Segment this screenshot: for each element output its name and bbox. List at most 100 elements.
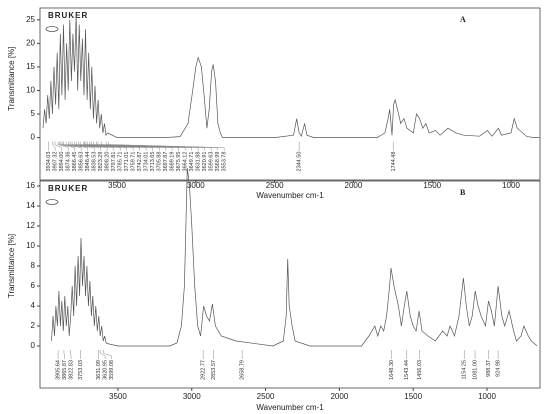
peak-label: 3553.78 xyxy=(222,152,228,172)
y-tick-label: 10 xyxy=(26,241,35,250)
x-tick-label: 2500 xyxy=(257,392,275,401)
y-tick-label: 5 xyxy=(31,109,36,118)
peak-marker xyxy=(63,350,65,359)
x-tick-label: 3000 xyxy=(183,392,201,401)
peak-label: 3759.71 xyxy=(131,152,137,172)
peak-label: 2922.77 xyxy=(201,360,207,380)
peak-label: 3705.88 xyxy=(157,152,163,172)
peak-marker xyxy=(60,141,82,151)
peak-label: 3664.12 xyxy=(183,152,189,172)
peak-label: 3713.65 xyxy=(150,152,156,172)
peak-marker xyxy=(54,141,62,151)
peak-label: 3838.53 xyxy=(92,152,98,172)
plot-frame xyxy=(39,7,541,181)
peak-label: 3848.44 xyxy=(85,152,91,172)
peak-label: 3649.71 xyxy=(189,152,195,172)
peak-label: 1456.03 xyxy=(417,360,423,380)
x-tick-label: 1500 xyxy=(423,181,441,190)
peak-label: 3599.08 xyxy=(109,360,115,380)
peak-label: 3631.88 xyxy=(196,152,202,172)
peak-label: 3894.00 xyxy=(59,152,65,172)
peak-label: 1648.30 xyxy=(389,360,395,380)
peak-label: 3697.87 xyxy=(163,152,169,172)
x-tick-label: 2000 xyxy=(345,181,363,190)
peak-label: 3785.71 xyxy=(118,152,124,172)
x-tick-label: 2500 xyxy=(266,181,284,190)
x-tick-label: 2000 xyxy=(330,392,348,401)
peak-label: 3620.91 xyxy=(202,152,208,172)
peak-label: 3568.99 xyxy=(215,152,221,172)
peak-label: 2658.79 xyxy=(240,360,246,380)
peak-label: 3874.36 xyxy=(66,152,72,172)
peak-marker xyxy=(68,141,108,151)
logo-mark xyxy=(45,199,59,205)
x-tick-label: 3000 xyxy=(187,181,205,190)
peak-label: 3905.64 xyxy=(56,360,62,380)
peak-label: 3599.63 xyxy=(209,152,215,172)
peak-label: 1543.44 xyxy=(404,360,410,380)
peak-label: 1744.48 xyxy=(391,152,397,172)
y-tick-label: 25 xyxy=(26,15,35,24)
peak-label: 3823.29 xyxy=(98,152,104,172)
peak-label: 3753.03 xyxy=(78,360,84,380)
y-axis-label: Transmittance [%] xyxy=(7,234,16,298)
panel-label: B xyxy=(460,188,466,197)
x-tick-label: 3500 xyxy=(109,392,127,401)
logo: BRUKER xyxy=(48,184,88,193)
y-tick-label: 0 xyxy=(31,341,36,350)
chart-panel: 3500 3000 2500 2000 1500 1000 0 2 4 6 8 10 12 14 16 Tra… xyxy=(7,167,541,412)
peak-label: 988.37 xyxy=(486,360,492,377)
y-tick-label: 2 xyxy=(31,321,36,330)
peak-marker xyxy=(71,141,121,151)
peak-label: 3689.19 xyxy=(170,152,176,172)
peak-label: 3797.81 xyxy=(111,152,117,172)
chart-panel: 3500 3000 2500 2000 1500 1000 0 5 10 15 20 25 Transm… xyxy=(7,7,541,200)
y-axis-label: Transmittance [%] xyxy=(7,47,16,111)
spectrum-line xyxy=(51,167,538,347)
y-tick-label: 12 xyxy=(26,221,35,230)
peak-marker xyxy=(57,141,69,151)
spectrum-line xyxy=(42,15,540,138)
plot-frame xyxy=(39,180,541,389)
peak-label: 3907.32 xyxy=(53,152,59,172)
peak-label: 3808.20 xyxy=(105,152,111,172)
peak-label: 924.98 xyxy=(496,360,502,377)
peak-label: 3865.87 xyxy=(62,360,68,380)
peak-label: 3822.83 xyxy=(69,360,75,380)
y-tick-label: 6 xyxy=(31,281,36,290)
y-tick-label: 8 xyxy=(31,261,36,270)
x-tick-label: 3500 xyxy=(108,181,126,190)
x-axis-label: Wavenumber cm-1 xyxy=(256,403,324,412)
peak-marker xyxy=(103,350,112,359)
peak-marker xyxy=(99,350,106,359)
y-tick-label: 0 xyxy=(31,133,36,142)
peak-label: 1154.25 xyxy=(462,360,468,379)
y-tick-label: 15 xyxy=(26,62,35,71)
peak-label: 3771.01 xyxy=(124,152,130,172)
logo-mark xyxy=(45,26,59,32)
x-tick-label: 1000 xyxy=(478,392,496,401)
peak-label: 3866.45 xyxy=(72,152,78,172)
panel-label: A xyxy=(460,15,466,24)
x-tick-label: 1500 xyxy=(404,392,422,401)
peak-label: 3742.87 xyxy=(137,152,143,172)
peak-label: 2853.57 xyxy=(211,360,217,380)
x-axis-label: Wavenumber cm-1 xyxy=(256,191,324,200)
y-tick-label: 20 xyxy=(26,38,35,47)
peak-label: 3620.95 xyxy=(103,360,109,380)
peak-marker xyxy=(63,141,95,151)
peak-label: 2344.50 xyxy=(297,152,303,172)
y-tick-label: 10 xyxy=(26,86,35,95)
peak-marker xyxy=(70,350,72,359)
peak-label: 3675.95 xyxy=(176,152,182,172)
peak-label: 3934.03 xyxy=(46,152,52,172)
y-tick-label: 14 xyxy=(26,201,35,210)
peak-label: 3856.63 xyxy=(79,152,85,172)
peak-marker xyxy=(61,141,88,151)
peak-marker xyxy=(52,141,56,151)
peak-label: 3734.01 xyxy=(144,152,150,172)
logo: BRUKER xyxy=(48,11,88,20)
peak-label: 3631.09 xyxy=(96,360,102,380)
peak-marker xyxy=(59,141,75,151)
